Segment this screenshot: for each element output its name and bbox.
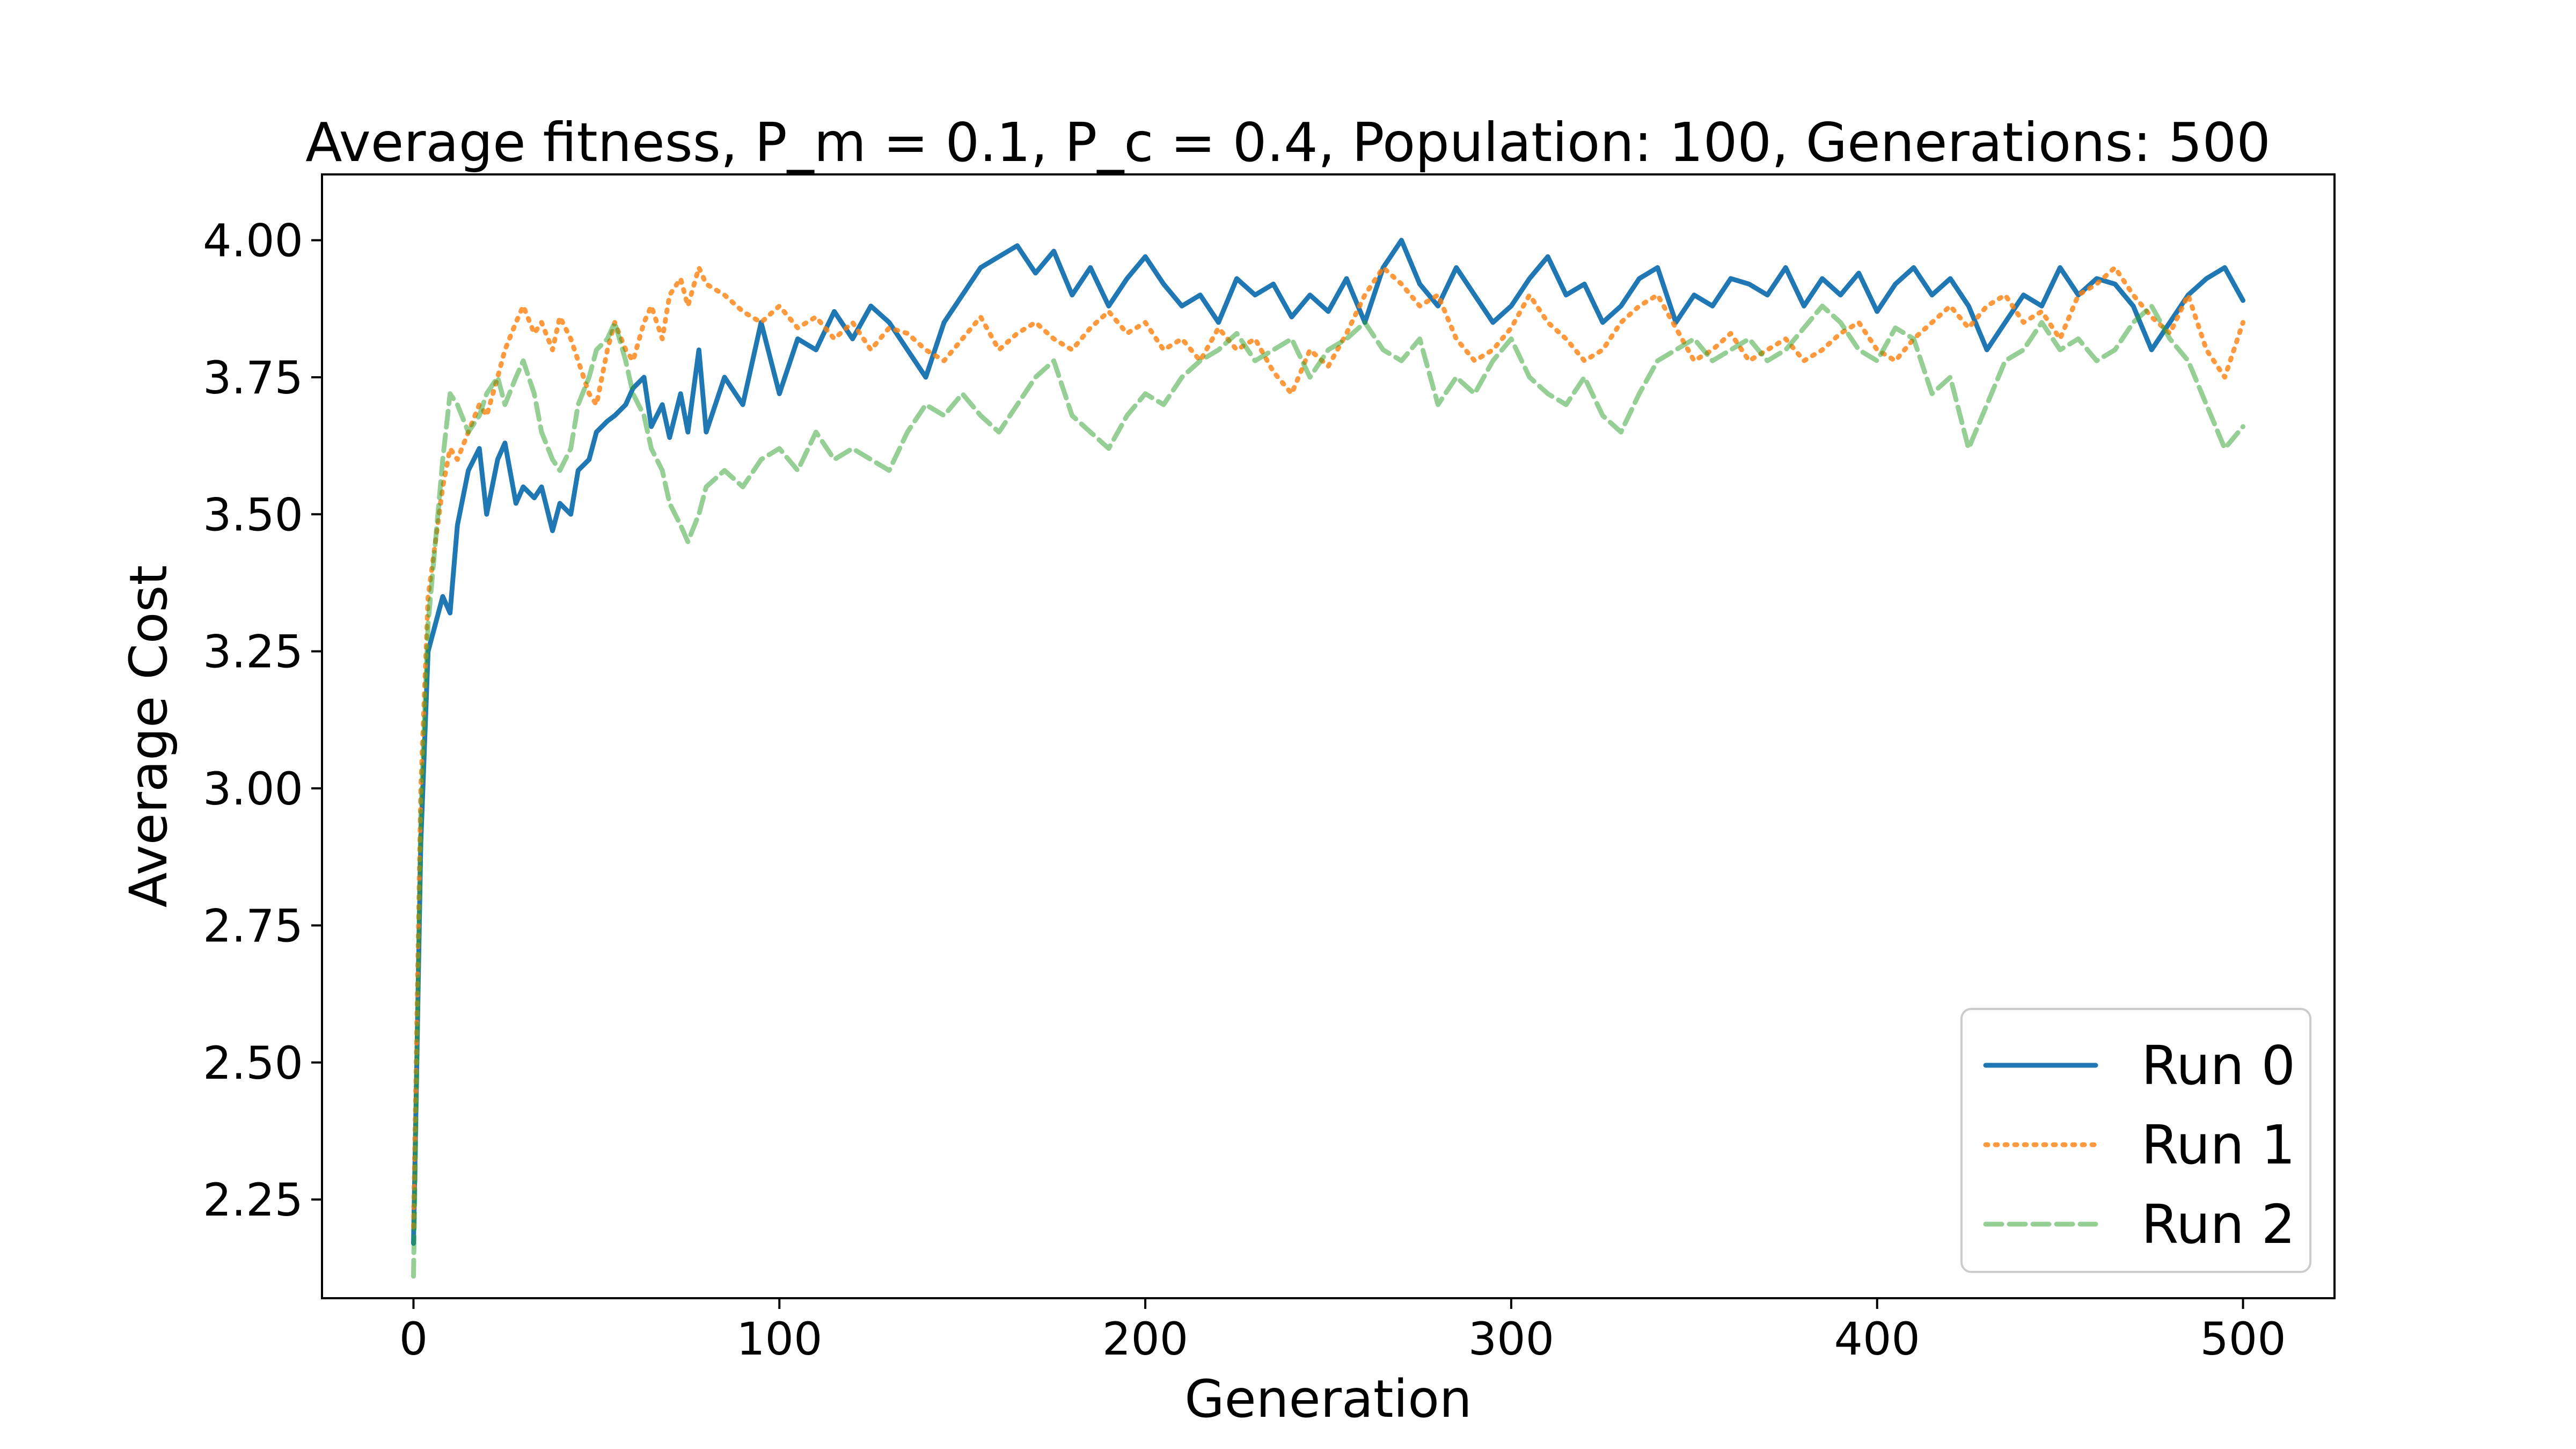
y-axis: 2.25 2.50 2.75 3.00 3.25 3.50 3.75 4.00: [203, 215, 322, 1226]
y-tick-label: 3.00: [203, 763, 303, 815]
x-tick-label: 300: [1468, 1313, 1554, 1365]
y-tick-label: 3.50: [203, 488, 303, 541]
y-tick-label: 4.00: [203, 215, 303, 267]
x-tick-label: 200: [1102, 1313, 1188, 1365]
x-tick-label: 100: [736, 1313, 822, 1365]
x-axis: 0 100 200 300 400 500: [399, 1298, 2286, 1365]
series-line-run-1: [411, 265, 2245, 1230]
legend-label-run-0: Run 0: [2141, 1034, 2295, 1097]
series-layer: [411, 238, 2245, 1279]
legend: Run 0 Run 1 Run 2: [1960, 1008, 2311, 1273]
chart-title: Average fitness, P_m = 0.1, P_c = 0.4, P…: [305, 111, 2271, 174]
x-axis-title: Generation: [1184, 1369, 1472, 1429]
y-tick-label: 2.50: [203, 1037, 303, 1089]
y-tick-label: 3.25: [203, 626, 303, 678]
legend-box: [1960, 1008, 2311, 1273]
y-tick-label: 3.75: [203, 352, 303, 404]
x-tick-label: 400: [1834, 1313, 1920, 1365]
legend-label-run-1: Run 1: [2141, 1114, 2295, 1176]
legend-label-run-2: Run 2: [2141, 1193, 2295, 1256]
series-line-run-0: [411, 238, 2245, 1246]
series-line-run-2: [411, 303, 2245, 1279]
plot-frame: [321, 173, 2336, 1299]
x-tick-label: 500: [2200, 1313, 2286, 1365]
x-tick-label: 0: [399, 1313, 428, 1365]
y-tick-label: 2.75: [203, 899, 303, 952]
y-axis-title: Average Cost: [119, 565, 179, 908]
y-tick-label: 2.25: [203, 1174, 303, 1226]
